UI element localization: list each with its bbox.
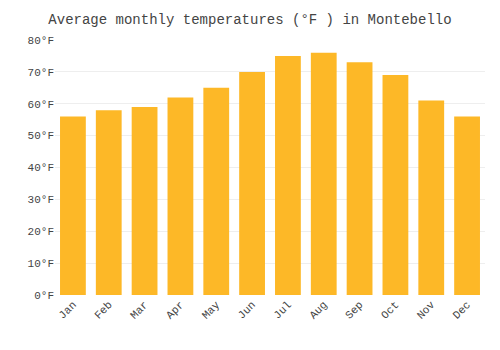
svg-text:Aug: Aug (307, 299, 329, 321)
svg-text:Feb: Feb (92, 299, 114, 321)
svg-text:30°F: 30°F (28, 194, 54, 206)
svg-text:May: May (200, 299, 223, 322)
svg-text:0°F: 0°F (34, 290, 54, 302)
svg-text:60°F: 60°F (28, 99, 54, 111)
svg-text:Jan: Jan (56, 299, 78, 321)
svg-text:Apr: Apr (164, 299, 186, 321)
svg-text:70°F: 70°F (28, 67, 54, 79)
svg-text:50°F: 50°F (28, 130, 54, 142)
svg-text:40°F: 40°F (28, 162, 54, 174)
svg-text:Sep: Sep (343, 299, 365, 321)
svg-text:Oct: Oct (379, 299, 401, 321)
svg-text:20°F: 20°F (28, 226, 54, 238)
svg-text:Mar: Mar (128, 299, 150, 321)
svg-text:Nov: Nov (415, 299, 438, 322)
svg-text:Jun: Jun (236, 299, 258, 321)
svg-text:Jul: Jul (271, 299, 293, 321)
svg-text:80°F: 80°F (28, 35, 54, 47)
svg-text:Average monthly temperatures (: Average monthly temperatures (°F ) in Mo… (48, 12, 451, 28)
svg-text:Dec: Dec (451, 299, 473, 321)
svg-text:10°F: 10°F (28, 258, 54, 270)
